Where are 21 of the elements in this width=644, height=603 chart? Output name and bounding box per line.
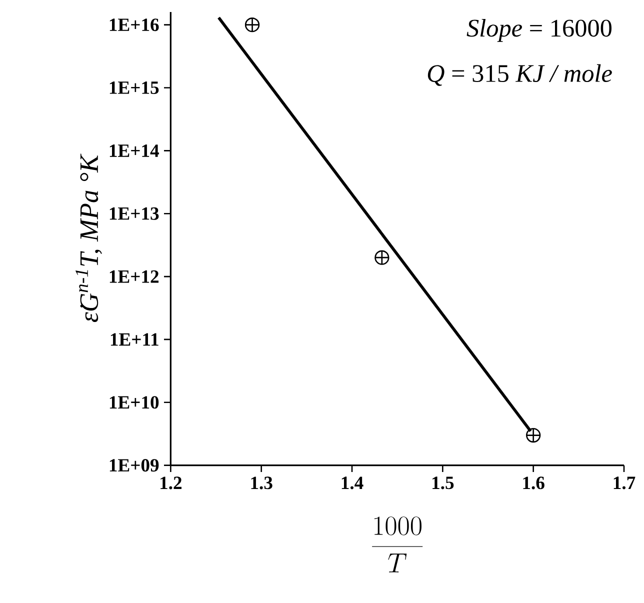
x-axis-title: $\frac{1000}{T}$ <box>372 516 423 573</box>
y-axis-title: ε̇G$^{n-1}$T, MPa °K <box>76 154 102 322</box>
y-tick-label: 1E+10 <box>110 396 159 409</box>
point <box>244 18 260 32</box>
x-tick-label: 1.6 <box>523 476 544 490</box>
annotation: Slope = 16000 <box>466 19 612 42</box>
x-tick-label: 1.4 <box>342 476 364 490</box>
y-tick-label: 1E+09 <box>110 459 159 472</box>
y-tick-label: 1E+14 <box>110 144 159 157</box>
point <box>526 428 541 443</box>
y-tick-label: 1E+15 <box>110 82 159 94</box>
point <box>374 250 390 266</box>
x-tick-label: 1.3 <box>251 476 272 490</box>
x-tick-label: 1.7 <box>614 476 636 490</box>
y-tick-label: 1E+16 <box>110 18 159 32</box>
annotation: Q = 315 KJ / mole <box>428 64 612 86</box>
y-tick-label: 1E+12 <box>110 270 159 283</box>
y-tick-label: 1E+13 <box>110 208 159 220</box>
x-tick-label: 1.5 <box>432 476 454 490</box>
y-tick-label: 1E+11 <box>110 333 158 346</box>
x-tick-label: 1.2 <box>160 476 182 490</box>
